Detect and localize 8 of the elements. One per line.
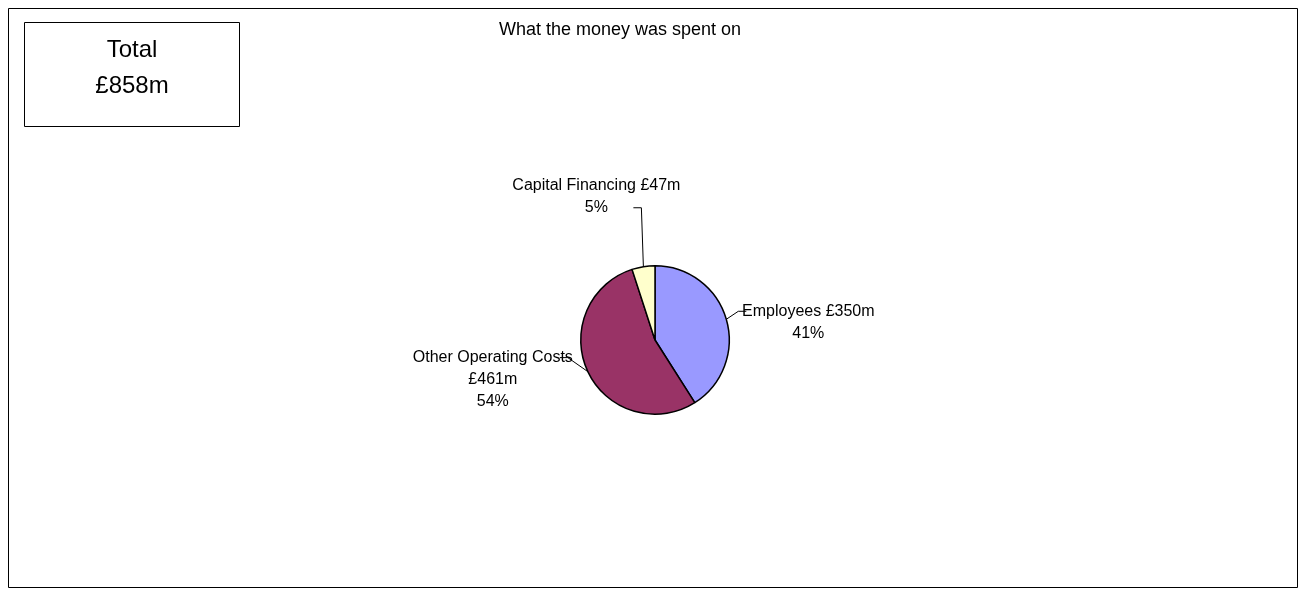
text: Total £858m [95, 34, 169, 98]
data-label: 54% [476, 392, 509, 410]
chart-title: What the money was spent on [498, 18, 742, 39]
data-label: 5% [584, 198, 608, 216]
slice-label: Other Operating Costs £461m [412, 348, 573, 388]
slice-label: Employees £350m [742, 301, 875, 319]
slice-label: Capital Financing £47m [512, 176, 681, 194]
data-label: 41% [792, 323, 825, 341]
